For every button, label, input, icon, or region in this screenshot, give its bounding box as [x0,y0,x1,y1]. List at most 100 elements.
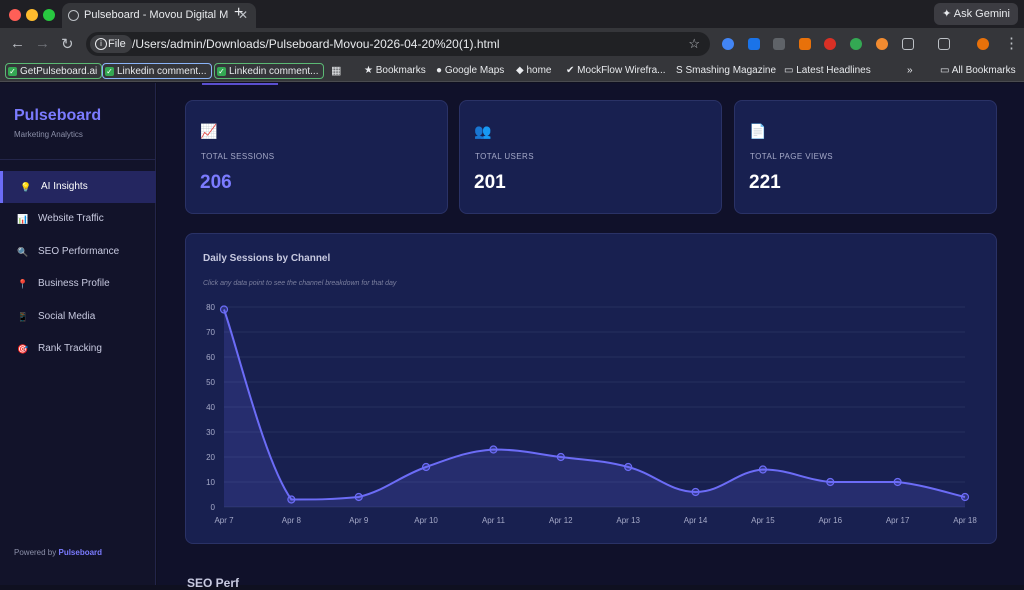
menu-kebab-icon[interactable]: ⋮ [1004,35,1019,52]
y-tick-label: 20 [206,453,215,462]
daily-sessions-chart: 0 10 20 30 40 50 60 70 80 Apr 7 Apr 8 Apr 9 Apr 10 Ap… [206,303,977,525]
data-point[interactable] [624,462,633,472]
globe-icon [68,10,79,21]
bookmark-label: Bookmarks [375,65,426,76]
minimize-window-button[interactable] [26,9,38,21]
bookmark-label: MockFlow Wirefra... [577,65,666,76]
bookmark-star-icon[interactable]: ☆ [688,36,700,51]
all-bookmarks-folder[interactable]: ▭ All Bookmarks [940,65,1016,76]
sidebar: Pulseboard Marketing Analytics 💡 AI Insi… [0,83,156,585]
stat-label: TOTAL SESSIONS [201,152,275,161]
users-icon: 👥 [474,123,492,139]
tab-close-icon[interactable]: ✕ [237,8,248,22]
bookmark-label: All Bookmarks [951,65,1016,76]
bookmark-item[interactable]: ✔ MockFlow Wirefra... [566,65,666,76]
y-tick-label: 60 [206,353,215,362]
back-arrow-icon[interactable]: ← [10,35,25,52]
bookmark-item[interactable]: ● Google Maps [436,65,505,76]
data-point[interactable] [556,452,565,462]
brand-subtitle: Marketing Analytics [14,130,83,139]
powered-by: Powered by Pulseboard [14,548,102,557]
chart-subtitle: Click any data point to see the channel … [203,280,397,287]
x-tick-label: Apr 15 [751,516,775,525]
sidebar-item-business-profile[interactable]: 📍 Business Profile [0,268,156,300]
daily-sessions-chart-card: 0 10 20 30 40 50 60 70 80 Apr 7 Apr 8 Apr 9 Apr 10 Ap… [185,233,997,544]
stat-card-users: 👥 TOTAL USERS 201 [459,100,722,214]
reload-icon[interactable]: ↻ [61,36,74,53]
sidebar-item-rank-tracking[interactable]: 🎯 Rank Tracking [0,333,156,365]
bookmark-item[interactable]: Linkedin comment... [102,63,212,79]
extension-sun-icon[interactable] [876,38,888,50]
bookmark-label: Latest Headlines [796,65,871,76]
x-tick-label: Apr 7 [214,516,234,525]
bookmark-item[interactable]: S Smashing Magazine [676,65,777,76]
y-tick-label: 30 [206,428,215,437]
section-tab-indicator [202,83,278,85]
data-point[interactable] [489,445,498,454]
y-tick-label: 40 [206,403,215,412]
stat-label: TOTAL USERS [475,152,534,161]
data-point[interactable] [287,495,296,504]
ask-gemini-button[interactable]: ✦ Ask Gemini [934,3,1018,25]
extensions-puzzle-icon[interactable] [902,38,914,50]
address-bar[interactable]: File /Users/admin/Downloads/Pulseboard-M… [86,32,710,56]
powered-by-prefix: Powered by [14,548,57,557]
ask-gemini-label: Ask Gemini [953,8,1010,20]
bookmark-folder[interactable]: ▭ Latest Headlines [784,65,871,76]
maximize-window-button[interactable] [43,9,55,21]
forward-arrow-icon[interactable]: → [35,35,50,52]
powered-by-brand[interactable]: Pulseboard [58,548,103,557]
data-point[interactable] [691,487,700,497]
x-tick-label: Apr 10 [414,516,438,525]
extension-gem-icon[interactable] [722,38,734,50]
stat-card-sessions: 📈 TOTAL SESSIONS 206 [185,100,448,214]
extension-grammarly-icon[interactable] [850,38,862,50]
main-content: 📈 TOTAL SESSIONS 206 👥 TOTAL USERS 201 📄… [157,83,1024,590]
extension-pokeball-icon[interactable] [824,38,836,50]
x-tick-label: Apr 13 [616,516,640,525]
bookmark-item[interactable]: ◆ home [516,65,552,76]
sidebar-item-social-media[interactable]: 📱 Social Media [0,301,156,333]
browser-tab[interactable]: Pulseboard - Movou Digital M ✕ [62,3,256,28]
close-window-button[interactable] [9,9,21,21]
data-point[interactable] [758,465,768,474]
new-tab-button[interactable]: + [234,4,244,21]
apps-grid-icon[interactable]: ▦ [331,65,342,77]
extension-text-icon[interactable] [773,38,785,50]
chart-title: Daily Sessions by Channel [203,253,331,264]
data-point[interactable] [354,492,363,502]
sidebar-item-label: SEO Performance [38,246,120,257]
map-pin-icon: 📍 [17,279,29,289]
target-icon: 🎯 [17,344,29,354]
trend-chart-icon: 📈 [200,123,218,139]
y-tick-label: 0 [211,503,216,512]
sidebar-item-ai-insights[interactable]: 💡 AI Insights [0,171,156,203]
y-tick-label: 10 [206,478,215,487]
data-point[interactable] [421,462,431,472]
stat-card-page-views: 📄 TOTAL PAGE VIEWS 221 [734,100,997,214]
profile-avatar[interactable] [977,38,989,50]
bookmark-item[interactable]: ★ Bookmarks [364,65,426,76]
data-point[interactable] [219,305,229,314]
extension-translate-icon[interactable] [748,38,760,50]
cast-icon[interactable] [938,38,950,50]
x-tick-label: Apr 8 [282,516,302,525]
stat-label: TOTAL PAGE VIEWS [750,152,834,161]
data-point[interactable] [826,477,835,487]
brand-logo[interactable]: Pulseboard [14,107,102,124]
extension-g-icon[interactable] [799,38,811,50]
series-area [224,309,965,507]
document-icon: 📄 [749,123,767,139]
bookmark-item[interactable]: GetPulseboard.ai [5,63,103,79]
sidebar-item-website-traffic[interactable]: 📊 Website Traffic [0,203,156,235]
sidebar-item-seo-performance[interactable]: 🔍 SEO Performance [0,236,156,268]
data-point[interactable] [893,477,902,487]
data-point[interactable] [960,492,970,502]
browser-tabstrip: Pulseboard - Movou Digital M ✕ + ✦ Ask G… [0,0,1024,28]
bookmark-item[interactable]: Linkedin comment... [214,63,324,79]
sidebar-divider [0,159,156,160]
x-tick-label: Apr 16 [818,516,842,525]
file-scheme-chip[interactable]: File [90,35,132,53]
y-tick-label: 70 [206,328,215,337]
more-bookmarks-icon[interactable]: » [907,65,913,76]
